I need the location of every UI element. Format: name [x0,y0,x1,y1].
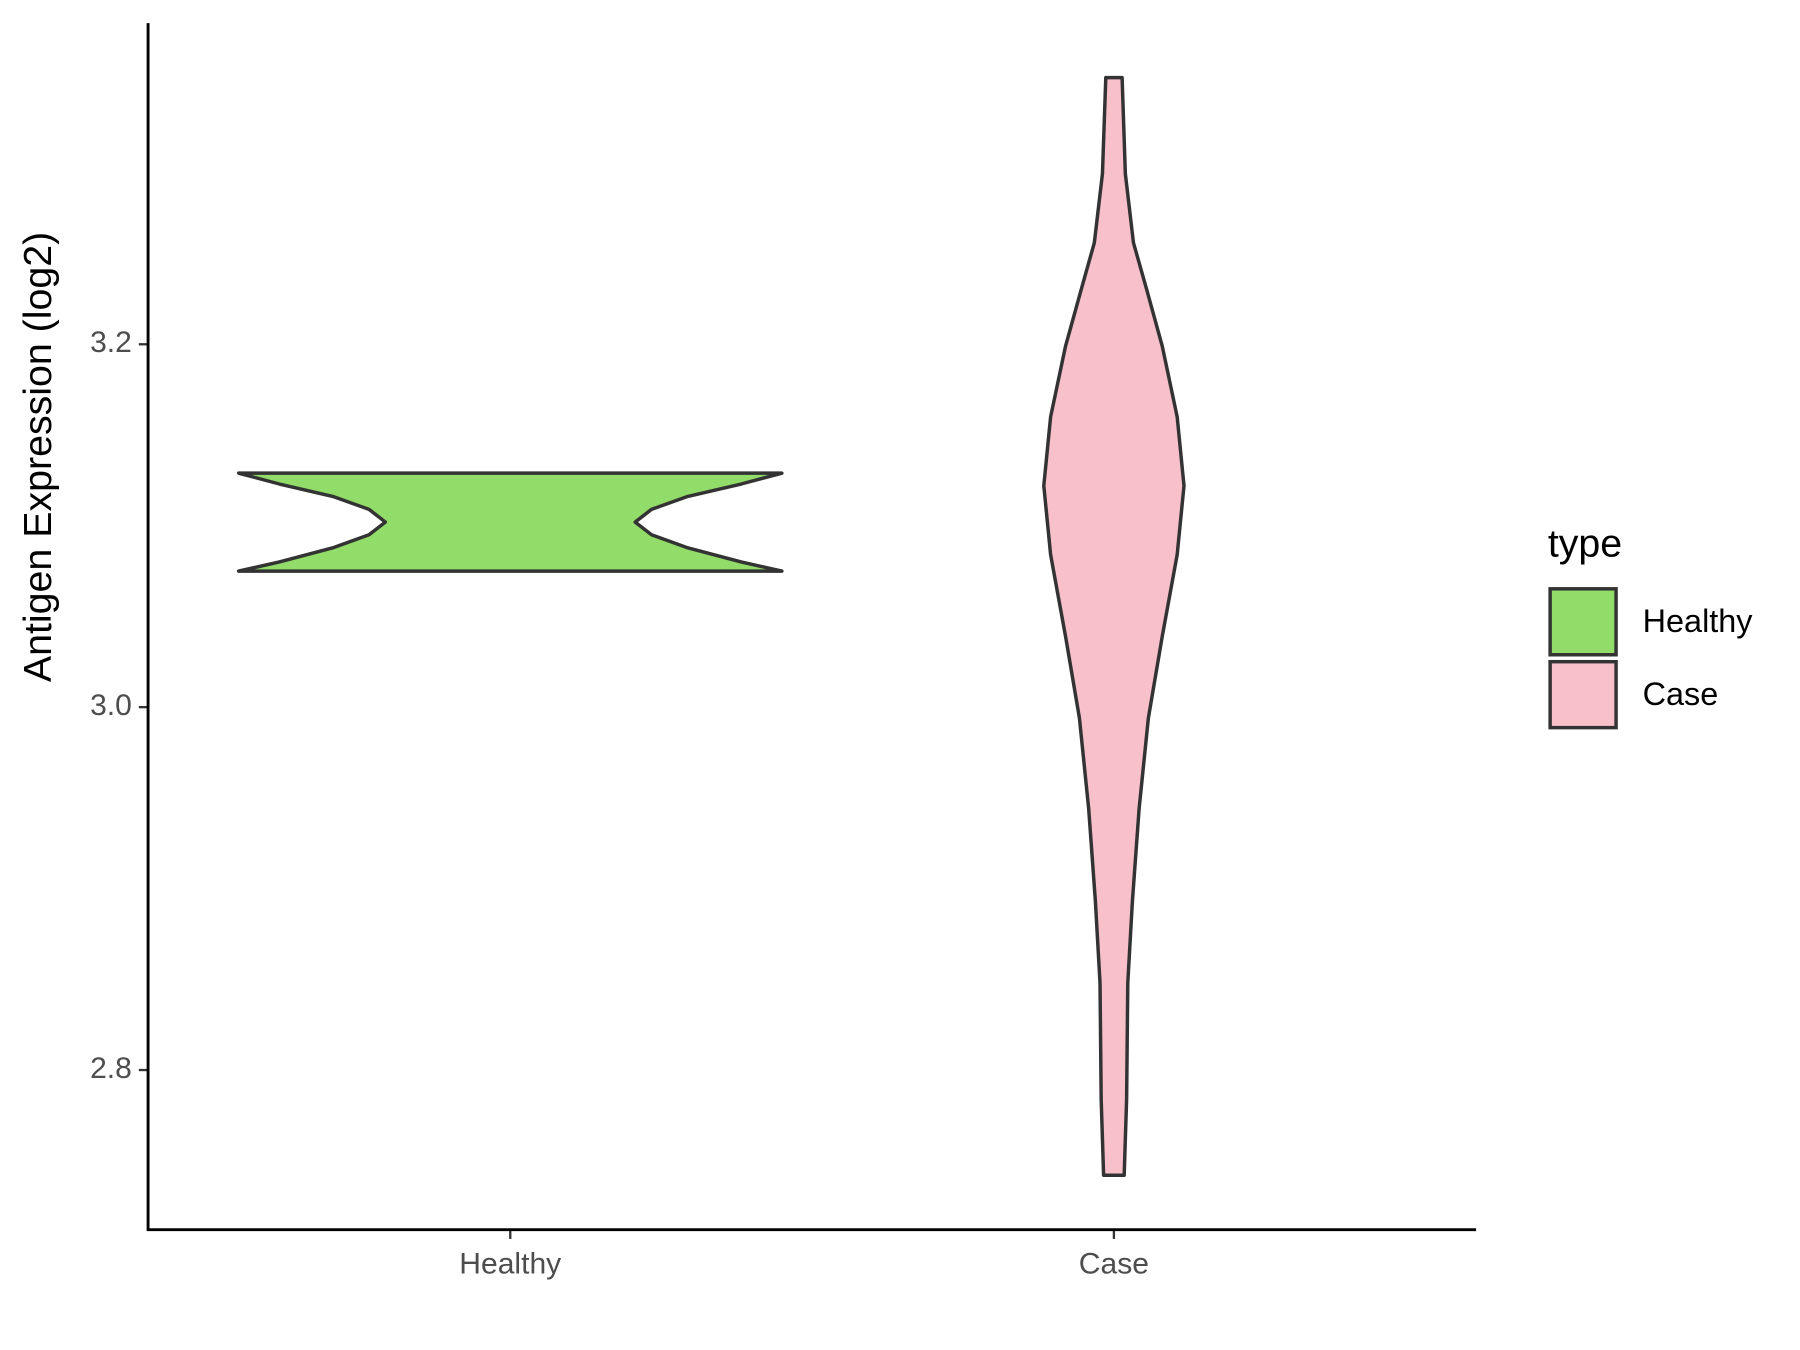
y-axis-title: Antigen Expression (log2) [16,232,60,682]
legend-key [1548,659,1618,730]
y-tick-label: 2.8 [90,1052,132,1085]
y-tick-label: 3.0 [90,689,132,722]
violin [1042,75,1186,1177]
legend-key [1548,587,1618,657]
x-tick-label: Case [1079,1247,1149,1280]
y-tick-label: 3.2 [90,326,132,359]
legend-label: Healthy [1643,603,1754,639]
legend-label: Case [1643,676,1719,712]
legend-title: type [1548,521,1622,565]
violin [236,471,784,573]
x-tick-label: Healthy [459,1247,561,1280]
